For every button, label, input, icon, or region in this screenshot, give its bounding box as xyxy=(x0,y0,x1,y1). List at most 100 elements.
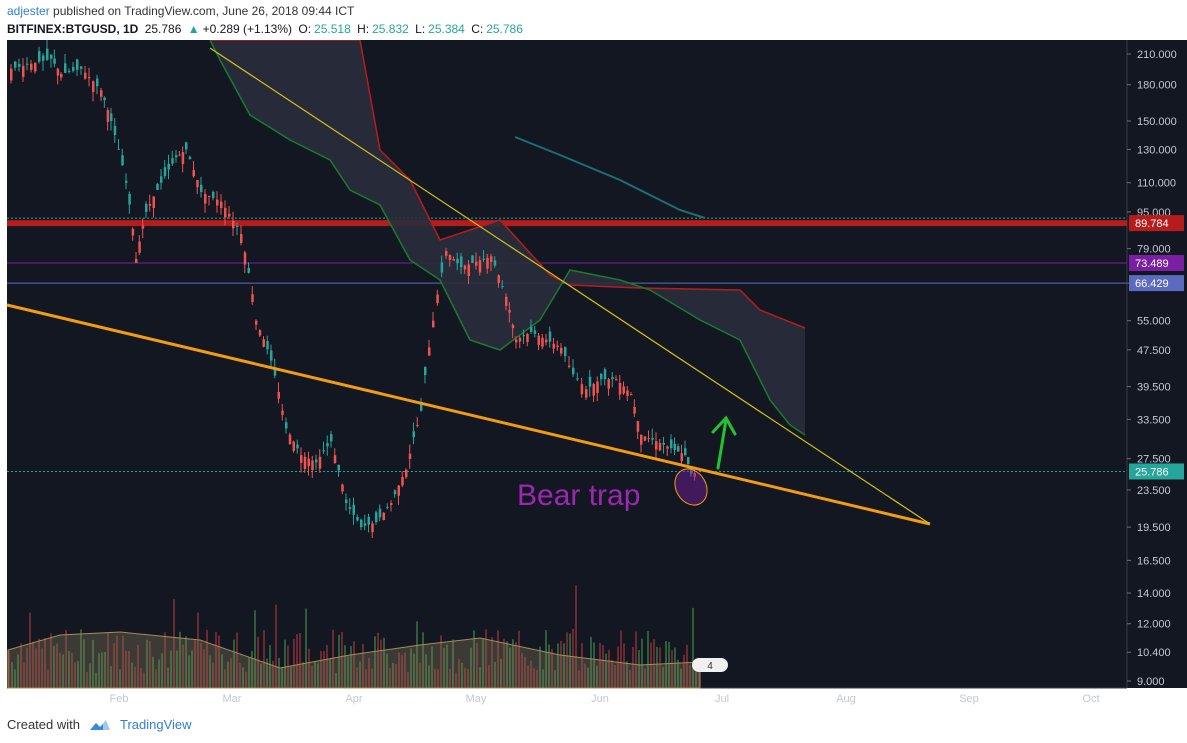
volume-bar xyxy=(476,643,478,688)
volume-bar xyxy=(23,662,25,688)
volume-bar xyxy=(521,653,523,688)
candle-body xyxy=(178,154,181,156)
volume-bar xyxy=(671,650,673,688)
candle-body xyxy=(478,260,482,273)
volume-bar xyxy=(326,645,328,688)
candle-body xyxy=(167,163,170,170)
candle-body xyxy=(53,58,56,64)
volume-bar xyxy=(596,665,598,688)
volume-bar xyxy=(647,631,649,688)
candle-body xyxy=(110,113,113,121)
candle-body xyxy=(552,343,555,349)
volume-bar xyxy=(503,638,505,688)
candle-body xyxy=(428,347,431,356)
volume-bar xyxy=(542,669,544,688)
candle-body xyxy=(315,459,318,463)
price-tick-label: 79.000 xyxy=(1137,244,1171,256)
candle-body xyxy=(651,437,654,440)
volume-bar xyxy=(215,632,217,688)
footer: Created with TradingView xyxy=(7,717,192,732)
candle-body xyxy=(475,261,478,266)
candle-body xyxy=(60,73,63,78)
volume-bar xyxy=(290,666,292,688)
candle-body xyxy=(50,54,53,59)
candle-body xyxy=(251,294,254,303)
volume-bar xyxy=(98,653,100,688)
volume-bar xyxy=(557,643,559,688)
open-value: 25.518 xyxy=(314,22,351,36)
volume-bar xyxy=(104,651,106,688)
candle-body xyxy=(220,201,223,209)
volume-bar xyxy=(272,660,274,688)
volume-bar xyxy=(512,639,514,688)
volume-bar xyxy=(569,633,571,688)
candle-body xyxy=(420,404,423,411)
candle-body xyxy=(121,155,124,166)
candle-body xyxy=(64,63,67,73)
volume-bar xyxy=(425,654,427,688)
candle-body xyxy=(243,252,247,265)
volume-bar xyxy=(626,661,628,688)
candle-body xyxy=(236,226,239,228)
volume-bar xyxy=(68,650,70,688)
volume-bar xyxy=(29,612,31,688)
volume-bar xyxy=(479,667,481,688)
candle-body xyxy=(393,490,397,495)
volume-bar xyxy=(83,639,85,688)
candle-body xyxy=(216,199,219,206)
volume-bar xyxy=(20,643,22,688)
candle-body xyxy=(690,467,693,474)
volume-bar xyxy=(32,641,34,688)
candle-body xyxy=(322,450,325,452)
volume-bar xyxy=(608,649,610,688)
low-label: L: xyxy=(415,22,426,36)
moving-average-line xyxy=(514,136,706,219)
price-tick-label: 16.500 xyxy=(1137,555,1171,567)
volume-bar xyxy=(170,650,172,688)
candle-body xyxy=(533,330,537,334)
volume-bar xyxy=(590,636,592,688)
candle-body xyxy=(615,379,618,381)
candle-body xyxy=(630,394,633,396)
volume-bar xyxy=(356,667,358,688)
candle-body xyxy=(175,155,178,158)
volume-bar xyxy=(227,661,229,688)
volume-bar xyxy=(389,668,391,688)
candle-body xyxy=(106,110,110,122)
volume-bar xyxy=(602,645,604,688)
price-tick-label: 39.500 xyxy=(1137,382,1171,394)
candle-body xyxy=(643,436,647,441)
candle-body xyxy=(585,389,588,398)
candle-body xyxy=(30,63,33,70)
candle-body xyxy=(647,438,650,440)
candle-body xyxy=(141,225,145,229)
bear-trap-ellipse xyxy=(674,468,708,506)
candle-body xyxy=(352,504,355,515)
volume-bar xyxy=(563,643,565,688)
volume-bar xyxy=(152,656,154,688)
candle-body xyxy=(618,382,622,395)
candle-body xyxy=(348,507,352,509)
candle-body xyxy=(84,72,87,79)
volume-bar xyxy=(110,666,112,688)
price-tick-label: 9.000 xyxy=(1137,676,1165,688)
volume-bar xyxy=(662,666,664,688)
volume-bar xyxy=(641,638,643,688)
ohlc-header: BITFINEX:BTGUSD, 1D 25.786 ▲ +0.289 (+1.1… xyxy=(7,22,526,36)
candle-body xyxy=(456,258,459,264)
tradingview-link[interactable]: TradingView xyxy=(119,717,192,732)
candle-body xyxy=(486,257,489,269)
price-tick-label: 19.500 xyxy=(1137,522,1171,534)
volume-bar xyxy=(509,647,511,688)
volume-bar xyxy=(260,663,262,688)
price-axis-label-bg xyxy=(1129,463,1184,480)
price-chart[interactable]: 210.000180.000150.000130.000110.00095.00… xyxy=(0,40,1187,708)
volume-bar xyxy=(524,656,526,688)
volume-bar xyxy=(101,652,103,688)
author-link[interactable]: adjester xyxy=(7,4,50,18)
price-tick-label: 210.000 xyxy=(1137,49,1177,61)
candle-body xyxy=(367,516,370,525)
volume-bar xyxy=(209,655,211,688)
candle-body xyxy=(196,180,199,188)
volume-bar xyxy=(689,665,691,688)
